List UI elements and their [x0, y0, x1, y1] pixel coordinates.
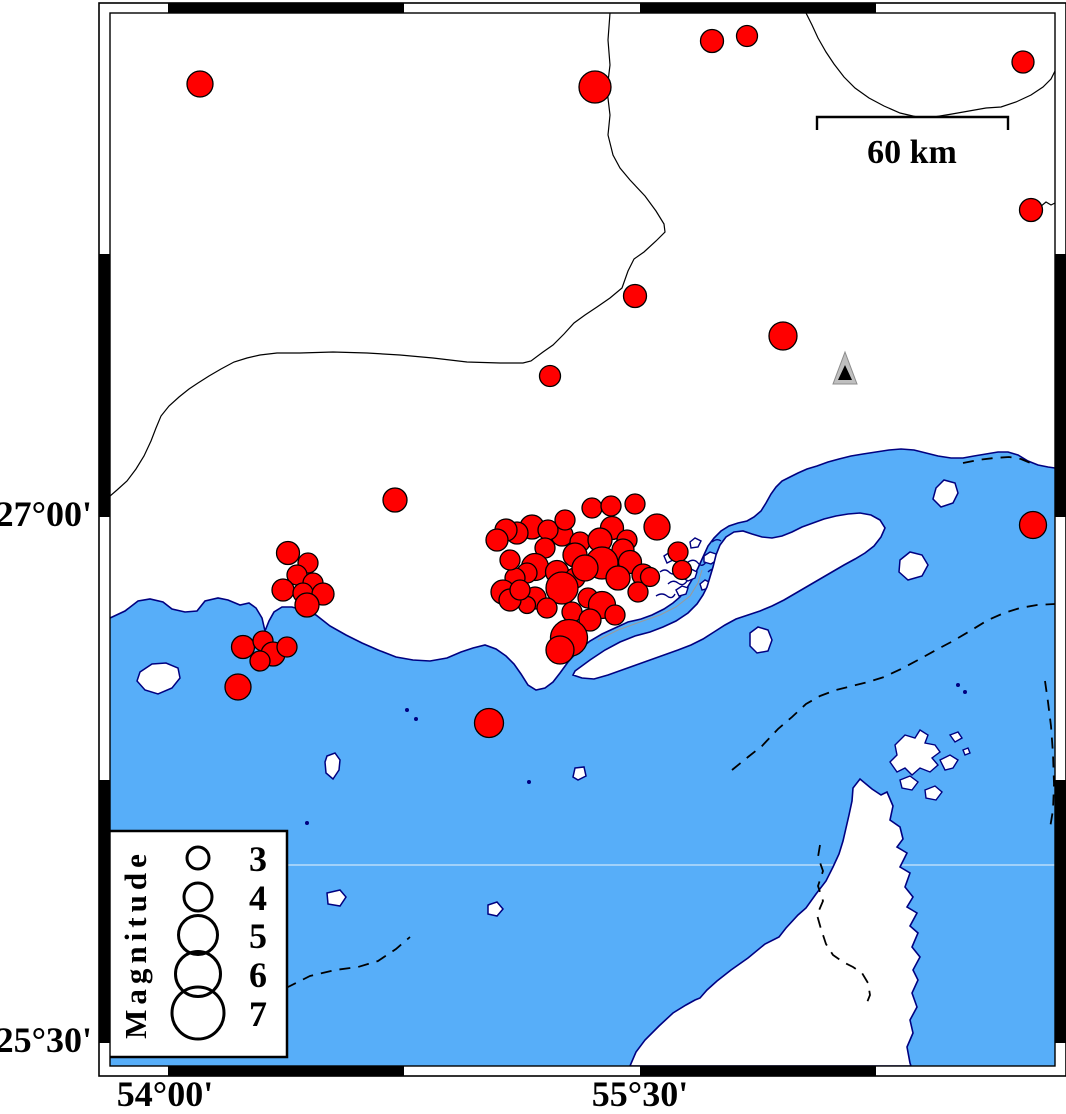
earthquake-marker	[1018, 197, 1044, 223]
island-teardrop	[324, 752, 341, 781]
islet-speck	[414, 717, 418, 721]
earthquake-marker	[536, 597, 558, 619]
coast-border-ne	[962, 456, 1034, 465]
earthquake-marker	[699, 28, 725, 54]
earthquake-marker	[622, 283, 648, 309]
station-marker	[832, 350, 858, 385]
hormuz-island	[932, 479, 959, 508]
earthquake-marker	[230, 634, 256, 660]
dashed-boundaries	[285, 456, 1055, 1006]
earthquake-marker	[294, 592, 320, 618]
legend-title: Magnitude	[118, 849, 153, 1039]
axis-labels: 27°00' 25°30' 54°00' 55°30'	[0, 494, 688, 1114]
earthquake-marker	[554, 509, 576, 531]
earthquake-marker	[667, 541, 689, 563]
earthquake-marker	[571, 554, 599, 582]
earthquake-marker	[578, 70, 612, 104]
legend-magnitude-value: 6	[249, 955, 267, 995]
frame-inner	[109, 12, 1056, 1067]
legend-magnitude-circle	[177, 914, 219, 956]
legend-magnitude-value: 5	[249, 916, 267, 956]
legend-magnitude-circle	[182, 881, 214, 913]
island-south-2	[487, 901, 504, 917]
map-frame	[98, 2, 1066, 1077]
earthquake-marker	[271, 578, 295, 602]
frame-tick-segments	[99, 3, 1066, 1076]
earthquake-marker	[473, 707, 505, 739]
earthquake-marker	[499, 549, 521, 571]
sea-specks	[305, 683, 967, 825]
earthquake-marker	[538, 364, 562, 388]
island-south-1	[326, 889, 347, 907]
delta-outline	[597, 569, 703, 641]
earthquake-marker	[249, 650, 271, 672]
musandam-peninsula	[629, 777, 921, 1066]
earthquake-marker	[545, 635, 575, 665]
earthquake-marker	[600, 495, 622, 517]
island-west	[136, 662, 181, 695]
earthquake-marker	[643, 513, 671, 541]
earthquake-marker	[671, 559, 693, 581]
lat-label-2530: 25°30'	[0, 1020, 92, 1060]
border-line-central	[110, 13, 666, 497]
islet-speck	[527, 780, 531, 784]
legend-magnitude-circle	[170, 985, 226, 1041]
qeshm-island	[571, 512, 886, 680]
legend-magnitude-circle	[185, 845, 211, 871]
border-line-right-short	[1039, 201, 1055, 208]
larak-island	[898, 551, 929, 581]
lat-label-27: 27°00'	[0, 494, 92, 534]
earthquake-marker	[276, 636, 298, 658]
island-small-east	[572, 766, 587, 781]
earthquake-marker	[624, 493, 646, 515]
maritime-border-west	[285, 936, 411, 989]
small-islands	[136, 479, 959, 917]
musandam-archipelago	[889, 729, 971, 801]
maritime-border-east	[731, 603, 1055, 771]
legend-magnitude-value: 3	[249, 839, 267, 879]
earthquake-layer	[186, 24, 1048, 739]
islet-speck	[405, 708, 409, 712]
earthquake-marker	[605, 565, 631, 591]
earthquake-marker	[735, 24, 759, 48]
lon-label-5530: 55°30'	[592, 1074, 688, 1114]
hengam-island	[749, 626, 773, 654]
legend-magnitude-value: 7	[249, 994, 267, 1034]
islet-speck	[956, 683, 960, 687]
earthquake-marker	[627, 581, 649, 603]
legend-magnitude-circle	[174, 950, 222, 998]
earthquake-marker	[639, 566, 661, 588]
station-triangle-inner	[838, 365, 852, 380]
earthquake-marker	[485, 528, 509, 552]
earthquake-marker	[509, 579, 531, 601]
frame-outer	[98, 2, 1066, 1077]
lon-label-54: 54°00'	[117, 1074, 213, 1114]
earthquake-marker	[578, 608, 602, 632]
scale-bar: 60 km	[815, 115, 1010, 171]
earthquake-marker	[186, 70, 214, 98]
earthquake-marker	[545, 571, 579, 605]
islet-speck	[963, 690, 967, 694]
earthquake-marker	[581, 497, 603, 519]
scale-bar-label: 60 km	[867, 134, 957, 171]
legend-magnitude-value: 4	[249, 878, 267, 918]
earthquake-marker	[768, 321, 798, 351]
maritime-border-right-edge	[1044, 680, 1055, 829]
earthquake-marker	[275, 540, 301, 566]
oman-uae-border	[816, 844, 871, 1006]
mainland-coastline	[110, 448, 1055, 691]
islet-speck	[305, 821, 309, 825]
earthquake-marker	[1018, 510, 1048, 540]
earthquake-marker	[1011, 50, 1035, 74]
earthquake-marker	[224, 673, 252, 701]
earthquake-marker	[382, 487, 408, 513]
earthquake-marker	[604, 604, 626, 626]
